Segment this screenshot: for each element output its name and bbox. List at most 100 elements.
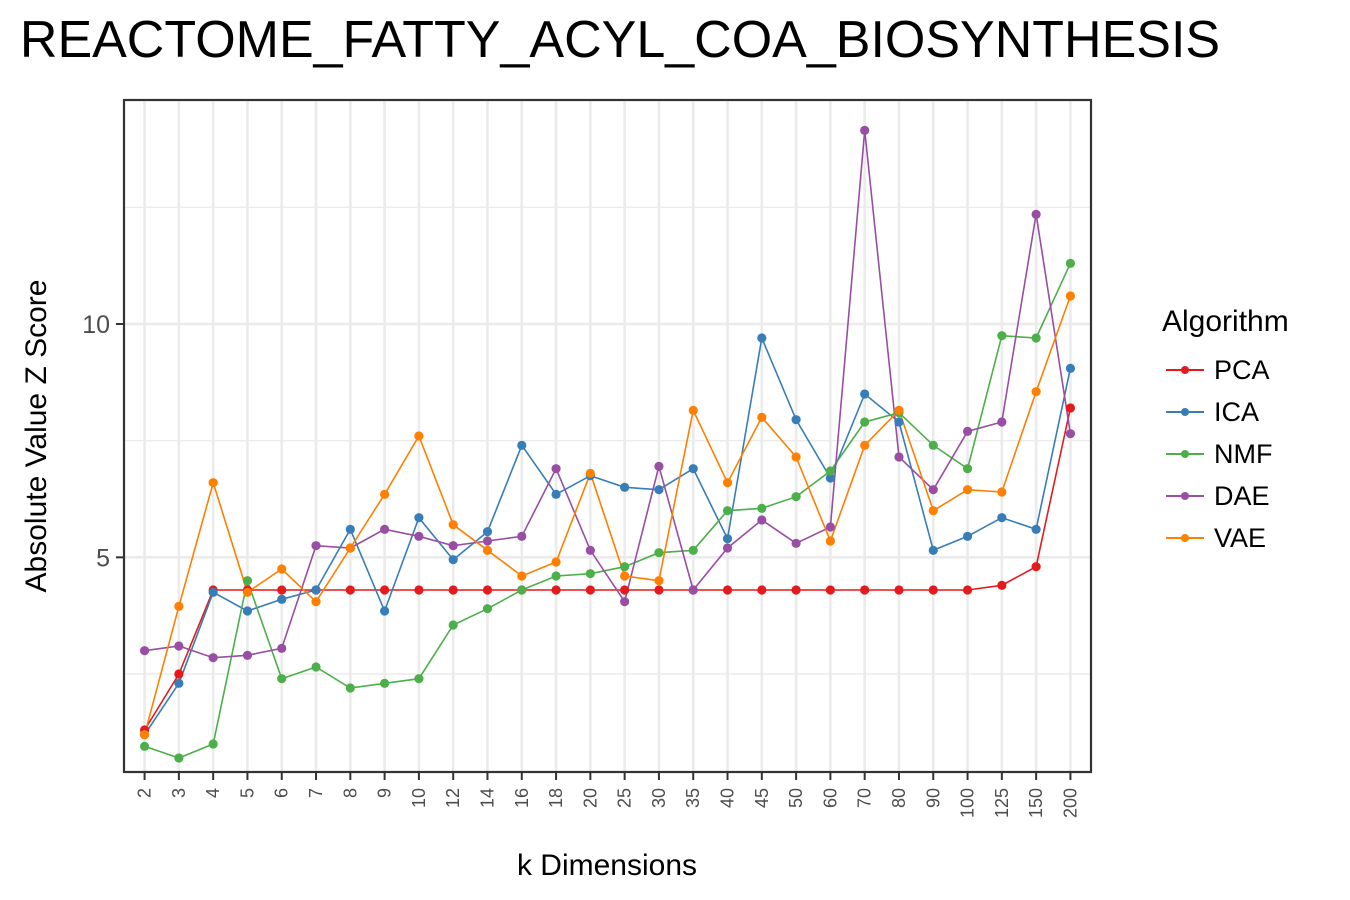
data-point-dae: [962, 426, 973, 436]
data-point-pca: [1065, 403, 1076, 413]
x-tick-label: 5: [237, 788, 257, 798]
data-point-pca: [722, 585, 733, 595]
data-point-pca: [551, 585, 561, 595]
data-point-ica: [654, 485, 664, 495]
x-tick-label: 12: [443, 788, 463, 808]
x-tick-label: 10: [409, 788, 429, 808]
data-point-vae: [208, 478, 218, 488]
data-point-nmf: [414, 674, 424, 684]
data-point-ica: [517, 440, 527, 450]
x-tick-label: 9: [375, 788, 395, 798]
data-point-ica: [791, 415, 801, 425]
data-point-pca: [894, 585, 904, 595]
data-point-dae: [722, 543, 733, 553]
data-point-dae: [688, 585, 698, 595]
plot-panel-border: [122, 98, 1093, 774]
data-point-ica: [1031, 524, 1041, 534]
data-point-pca: [585, 585, 595, 595]
data-point-ica: [311, 585, 321, 595]
data-point-nmf: [688, 545, 698, 555]
data-point-ica: [620, 482, 630, 492]
data-point-nmf: [1065, 258, 1076, 268]
x-tick-label: 70: [855, 788, 875, 808]
data-point-pca: [962, 585, 973, 595]
legend-key: [1162, 517, 1204, 559]
x-tick-label: 20: [580, 788, 600, 808]
data-point-vae: [517, 571, 527, 581]
data-point-ica: [345, 524, 355, 534]
data-point-pca: [620, 585, 630, 595]
data-point-dae: [860, 125, 870, 135]
data-point-nmf: [722, 506, 733, 516]
data-point-vae: [894, 405, 904, 415]
x-tick-label: 100: [958, 788, 978, 818]
y-tick-label: 10: [82, 311, 110, 339]
legend-key: [1162, 475, 1204, 517]
data-point-vae: [962, 485, 973, 495]
data-point-vae: [1031, 387, 1041, 397]
data-point-vae: [585, 468, 595, 478]
data-point-pca: [380, 585, 390, 595]
data-point-pca: [791, 585, 801, 595]
series-line-pca: [143, 407, 1072, 731]
x-tick-label: 3: [169, 788, 189, 798]
x-tick-label: 30: [649, 788, 669, 808]
data-point-dae: [174, 641, 184, 651]
data-point-vae: [448, 520, 458, 530]
legend-item-pca: PCA: [1162, 349, 1289, 391]
legend-key: [1162, 433, 1204, 475]
data-point-pca: [345, 585, 355, 595]
data-point-vae: [997, 487, 1007, 497]
x-tick-label: 4: [203, 788, 223, 798]
x-tick-label: 45: [752, 788, 772, 808]
data-point-dae: [208, 653, 218, 663]
legend-label: NMF: [1214, 438, 1273, 469]
x-tick-label: 90: [923, 788, 943, 808]
data-point-ica: [277, 594, 287, 604]
data-point-dae: [414, 531, 424, 541]
x-tick-label: 14: [477, 788, 497, 808]
data-point-vae: [345, 543, 355, 553]
data-point-ica: [928, 545, 938, 555]
data-point-dae: [894, 452, 904, 462]
data-point-vae: [688, 405, 698, 415]
data-point-nmf: [928, 440, 938, 450]
data-point-vae: [722, 478, 733, 488]
y-tick-label: 5: [96, 544, 110, 572]
data-point-pca: [277, 585, 287, 595]
data-point-nmf: [139, 741, 150, 751]
data-point-pca: [860, 585, 870, 595]
y-axis-title: Absolute Value Z Score: [20, 280, 53, 593]
legend: Algorithm PCA ICA NMF DAE VAE: [1162, 305, 1289, 559]
data-point-ica: [242, 606, 253, 616]
legend-label: ICA: [1214, 396, 1260, 427]
x-tick-label: 35: [683, 788, 703, 808]
data-point-ica: [722, 534, 733, 544]
data-point-vae: [139, 730, 150, 740]
data-point-ica: [208, 587, 218, 597]
data-point-nmf: [791, 492, 801, 502]
data-point-vae: [174, 601, 184, 611]
data-point-ica: [448, 555, 458, 565]
data-point-nmf: [517, 585, 527, 595]
data-point-ica: [174, 678, 184, 688]
data-point-pca: [997, 580, 1007, 590]
data-point-dae: [1031, 209, 1041, 219]
data-point-pca: [448, 585, 458, 595]
data-point-nmf: [654, 548, 664, 558]
chart-title: REACTOME_FATTY_ACYL_COA_BIOSYNTHESIS: [19, 11, 1221, 69]
legend-key: [1162, 391, 1204, 433]
legend-label: PCA: [1214, 354, 1270, 385]
x-axis-title: k Dimensions: [517, 849, 697, 882]
data-point-nmf: [448, 620, 458, 630]
legend-item-ica: ICA: [1162, 391, 1289, 433]
data-point-vae: [277, 564, 287, 574]
data-point-nmf: [860, 417, 870, 427]
data-point-pca: [1031, 562, 1041, 572]
data-point-dae: [997, 417, 1007, 427]
x-tick-label: 25: [615, 788, 635, 808]
data-point-dae: [551, 464, 561, 474]
x-tick-label: 40: [718, 788, 738, 808]
grid: [124, 100, 1091, 772]
data-point-ica: [894, 417, 904, 427]
